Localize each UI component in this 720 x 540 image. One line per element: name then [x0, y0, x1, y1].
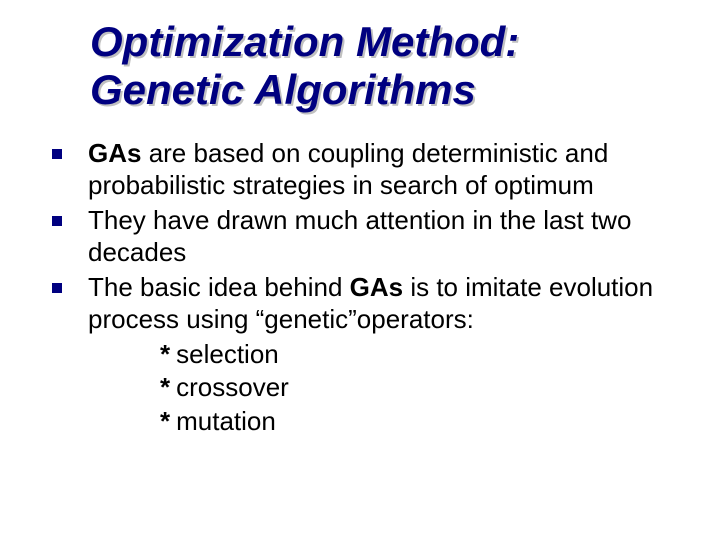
bullet-rest: They have drawn much attention in the la…	[88, 205, 631, 268]
sub-item: *mutation	[160, 405, 680, 439]
bullet-marker-icon	[52, 149, 62, 159]
slide-content: GAs are based on coupling deterministic …	[50, 137, 680, 439]
sub-item-text: crossover	[176, 372, 289, 402]
sub-item-text: mutation	[176, 406, 276, 436]
slide-title: Optimization Method: Genetic Algorithms	[90, 18, 680, 115]
star-icon: *	[160, 406, 170, 436]
bullet-text: The basic idea behind GAs is to imitate …	[88, 271, 680, 336]
bullet-marker-icon	[52, 216, 62, 226]
bullet-item: GAs are based on coupling deterministic …	[50, 137, 680, 202]
bullet-marker-icon	[52, 283, 62, 293]
bullet-rest: are based on coupling deterministic and …	[88, 138, 608, 201]
bullet-part1: The basic idea behind	[88, 272, 350, 302]
bullet-text: They have drawn much attention in the la…	[88, 204, 680, 269]
sub-list: *selection *crossover *mutation	[160, 338, 680, 439]
bullet-item: The basic idea behind GAs is to imitate …	[50, 271, 680, 336]
bold-term: GAs	[350, 272, 403, 302]
sub-item: *crossover	[160, 371, 680, 405]
title-line-1: Optimization Method:	[90, 18, 519, 65]
bullet-item: They have drawn much attention in the la…	[50, 204, 680, 269]
title-line-2: Genetic Algorithms	[90, 66, 476, 113]
bold-term: GAs	[88, 138, 141, 168]
bullet-text: GAs are based on coupling deterministic …	[88, 137, 680, 202]
sub-item: *selection	[160, 338, 680, 372]
sub-item-text: selection	[176, 339, 279, 369]
star-icon: *	[160, 372, 170, 402]
slide: Optimization Method: Genetic Algorithms …	[0, 0, 720, 540]
star-icon: *	[160, 339, 170, 369]
